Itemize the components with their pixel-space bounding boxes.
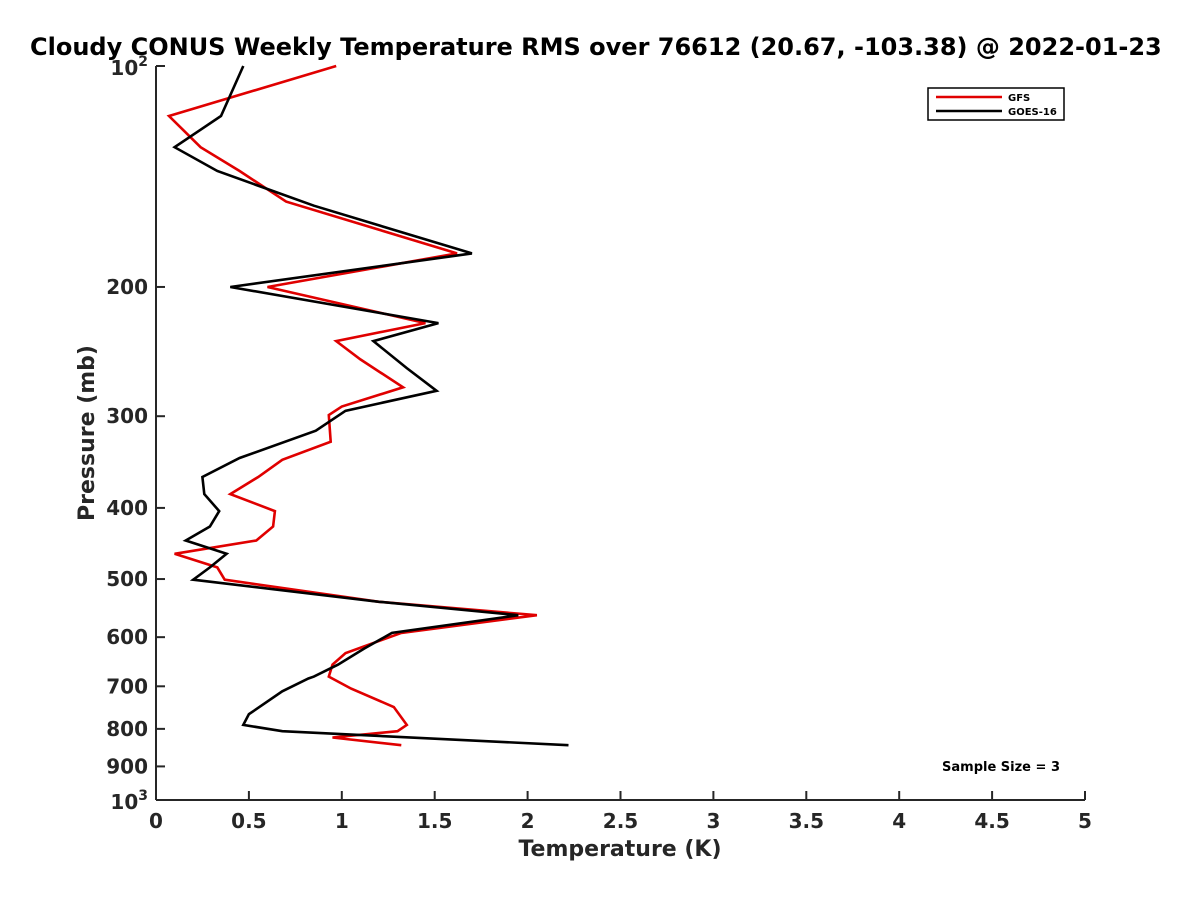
x-tick-label: 2 — [521, 809, 535, 833]
axis-ticks: 0 0.5 1 1.5 2 2.5 3 3.5 4 4.5 5 102 200 300 400 500 600 7… — [106, 54, 1092, 833]
y-tick-label: 600 — [106, 625, 148, 649]
x-tick-label: 4 — [892, 809, 906, 833]
axes — [155, 66, 1085, 801]
y-tick-label: 400 — [106, 496, 148, 520]
y-tick-label: 102 — [110, 54, 148, 80]
x-tick-label: 0.5 — [231, 809, 266, 833]
x-tick-label: 3.5 — [789, 809, 824, 833]
x-tick-label: 4.5 — [974, 809, 1009, 833]
x-tick-label: 5 — [1078, 809, 1092, 833]
y-tick-label: 103 — [110, 788, 148, 814]
sample-size-annotation: Sample Size = 3 — [942, 760, 1060, 775]
x-tick-label: 2.5 — [603, 809, 638, 833]
y-axis-label: Pressure (mb) — [75, 345, 100, 521]
y-tick-label: 200 — [106, 275, 148, 299]
legend: GFS GOES-16 — [927, 87, 1065, 121]
series-layer — [166, 64, 569, 747]
legend-label-gfs: GFS — [1008, 93, 1030, 104]
series-line-goes-16 — [172, 65, 569, 747]
y-tick-label: 300 — [106, 404, 148, 428]
x-tick-label: 3 — [706, 809, 720, 833]
y-tick-label: 800 — [106, 717, 148, 741]
series-line-gfs — [166, 64, 538, 747]
y-tick-label: 700 — [106, 674, 148, 698]
legend-label-goes-16: GOES-16 — [1008, 107, 1057, 118]
x-tick-label: 1 — [335, 809, 349, 833]
x-axis-label: Temperature (K) — [518, 837, 721, 862]
legend-box — [927, 87, 1065, 121]
x-tick-label: 1.5 — [417, 809, 452, 833]
y-tick-label: 900 — [106, 754, 148, 778]
x-tick-label: 0 — [149, 809, 163, 833]
chart-title: Cloudy CONUS Weekly Temperature RMS over… — [30, 33, 1162, 61]
y-tick-label: 500 — [106, 567, 148, 591]
